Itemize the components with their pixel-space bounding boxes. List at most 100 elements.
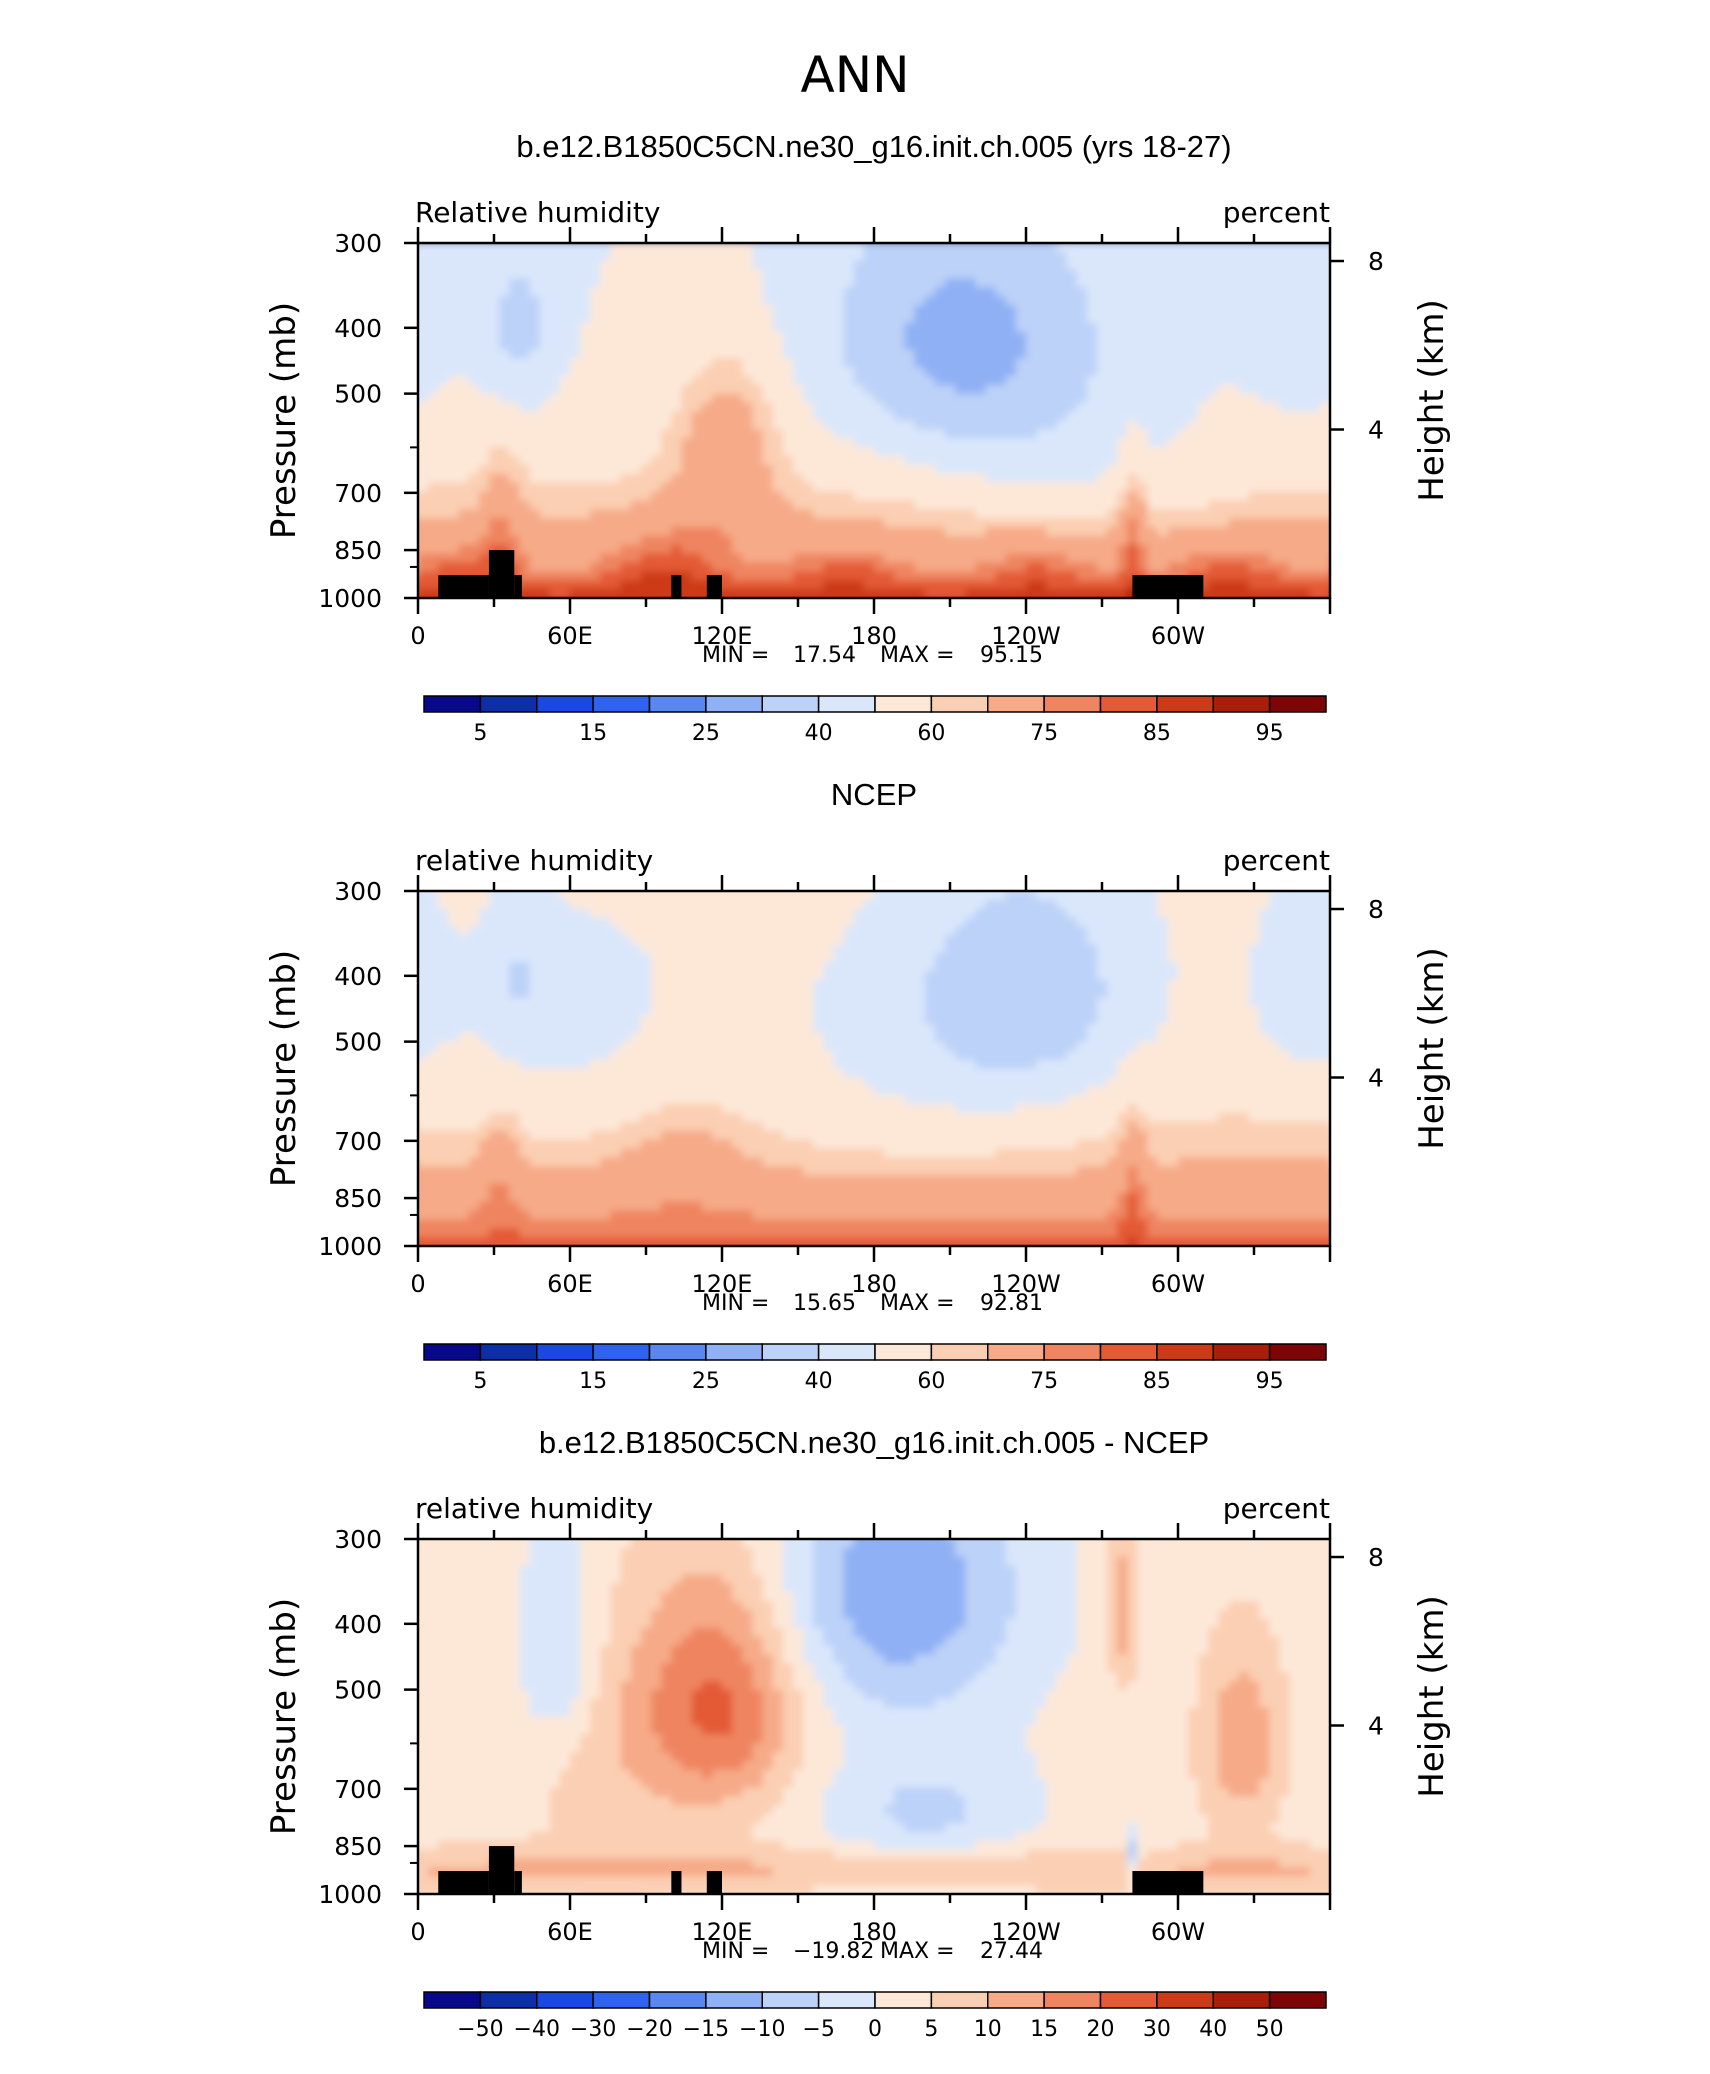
- topography-block: [671, 1871, 682, 1894]
- colorbar-swatch: [536, 695, 594, 713]
- max-label: MAX =: [880, 643, 955, 668]
- min-value: 15.65: [793, 1291, 856, 1316]
- colorbar-swatch: [1156, 695, 1214, 713]
- x-tick-label: 120E: [692, 1270, 753, 1298]
- colorbar-swatch: [1043, 695, 1102, 713]
- colorbar-swatch: [1099, 1343, 1158, 1361]
- colorbar-swatch: [423, 695, 482, 713]
- max-label: MAX =: [880, 1291, 955, 1316]
- colorbar-swatch: [479, 1991, 538, 2009]
- panel-title: b.e12.B1850C5CN.ne30_g16.init.ch.005 - N…: [539, 1425, 1209, 1460]
- colorbar-label: −50: [457, 2017, 503, 2042]
- colorbar-label: 15: [579, 721, 607, 746]
- min-value: −19.82: [793, 1939, 874, 1964]
- topography-block: [671, 575, 682, 598]
- y-tick-label: 700: [334, 1775, 382, 1804]
- colorbar-swatch: [705, 1991, 763, 2009]
- colorbar-swatch: [1268, 1991, 1327, 2009]
- colorbar-label: 15: [579, 1369, 607, 1394]
- y-axis-label: Pressure (mb): [264, 1598, 304, 1835]
- colorbar-label: 60: [917, 1369, 945, 1394]
- colorbar-swatch: [1099, 1991, 1158, 2009]
- colorbar-swatch: [1268, 695, 1327, 713]
- colorbar-swatch: [761, 1343, 820, 1361]
- colorbar-label: 5: [473, 1369, 487, 1394]
- units-label: percent: [1223, 196, 1330, 229]
- colorbar-swatch: [874, 1343, 933, 1361]
- y-tick-label: 400: [334, 1610, 382, 1639]
- colorbar-label: 5: [924, 2017, 938, 2042]
- y2-tick-label: 4: [1368, 1712, 1384, 1741]
- colorbar-swatch: [987, 1991, 1045, 2009]
- y-tick-label: 1000: [318, 584, 382, 613]
- colorbar-swatch: [423, 1991, 482, 2009]
- colorbar-label: −10: [739, 2017, 785, 2042]
- colorbar-label: −5: [802, 2017, 834, 2042]
- colorbar-swatch: [479, 1343, 538, 1361]
- x-tick-label: 120W: [991, 622, 1061, 650]
- colorbar-swatch: [817, 1343, 876, 1361]
- page-title: ANN: [800, 46, 909, 104]
- contour-field: [418, 243, 1330, 598]
- colorbar-label: −15: [683, 2017, 729, 2042]
- colorbar-swatch: [930, 1991, 989, 2009]
- colorbar-label: 85: [1143, 721, 1171, 746]
- colorbar: 5 15 25 40 60 75 85 95: [423, 695, 1327, 746]
- y2-axis-label: Height (km): [1412, 1595, 1452, 1798]
- colorbar-label: 50: [1256, 2017, 1284, 2042]
- units-label: percent: [1223, 1492, 1330, 1525]
- y-tick-label: 500: [334, 380, 382, 409]
- max-value: 27.44: [980, 1939, 1043, 1964]
- colorbar-swatch: [817, 695, 876, 713]
- colorbar-label: 40: [805, 1369, 833, 1394]
- colorbar-label: 95: [1256, 1369, 1284, 1394]
- colorbar-label: 85: [1143, 1369, 1171, 1394]
- max-value: 92.81: [980, 1291, 1043, 1316]
- colorbar-label: 40: [1199, 2017, 1227, 2042]
- x-tick-label: 60E: [547, 622, 593, 650]
- colorbar-swatch: [1156, 1343, 1214, 1361]
- colorbar-swatch: [705, 695, 763, 713]
- colorbar-swatch: [648, 1343, 707, 1361]
- y-axis-label: Pressure (mb): [264, 302, 304, 539]
- colorbar-swatch: [592, 1343, 651, 1361]
- x-tick-label: 60W: [1151, 1270, 1205, 1298]
- y-tick-label: 700: [334, 1127, 382, 1156]
- colorbar-label: 40: [805, 721, 833, 746]
- colorbar-label: 60: [917, 721, 945, 746]
- units-label: percent: [1223, 844, 1330, 877]
- colorbar-swatch: [987, 1343, 1045, 1361]
- colorbar-swatch: [874, 1991, 933, 2009]
- y2-tick-label: 8: [1368, 247, 1384, 276]
- colorbar-swatch: [761, 1991, 820, 2009]
- topography-block: [488, 1846, 515, 1894]
- y-tick-label: 300: [334, 229, 382, 258]
- y2-axis-label: Height (km): [1412, 947, 1452, 1150]
- colorbar-label: 0: [868, 2017, 882, 2042]
- variable-label: Relative humidity: [415, 196, 660, 229]
- x-tick-label: 60E: [547, 1918, 593, 1946]
- colorbar-swatch: [874, 695, 933, 713]
- variable-label: relative humidity: [415, 1492, 653, 1525]
- y-tick-label: 500: [334, 1676, 382, 1705]
- x-tick-label: 120E: [692, 622, 753, 650]
- colorbar-swatch: [592, 695, 651, 713]
- colorbar-swatch: [648, 695, 707, 713]
- colorbar: −50 −40 −30 −20 −15 −10 −5 0 5 10 15 20 30 40 50: [423, 1991, 1327, 2042]
- panel-title: NCEP: [831, 777, 917, 812]
- colorbar-swatch: [1268, 1343, 1327, 1361]
- x-tick-label: 0: [410, 1270, 425, 1298]
- colorbar-label: 25: [692, 1369, 720, 1394]
- topography-block: [1132, 1871, 1204, 1894]
- colorbar-swatch: [930, 1343, 989, 1361]
- min-label: MIN =: [702, 643, 769, 668]
- x-tick-label: 60W: [1151, 622, 1205, 650]
- x-tick-label: 0: [410, 1918, 425, 1946]
- y-tick-label: 850: [334, 1832, 382, 1861]
- colorbar-swatch: [536, 1343, 594, 1361]
- topography-block: [438, 575, 489, 598]
- colorbar-label: 20: [1087, 2017, 1115, 2042]
- x-tick-label: 180: [851, 622, 897, 650]
- colorbar-swatch: [761, 695, 820, 713]
- y-tick-label: 400: [334, 314, 382, 343]
